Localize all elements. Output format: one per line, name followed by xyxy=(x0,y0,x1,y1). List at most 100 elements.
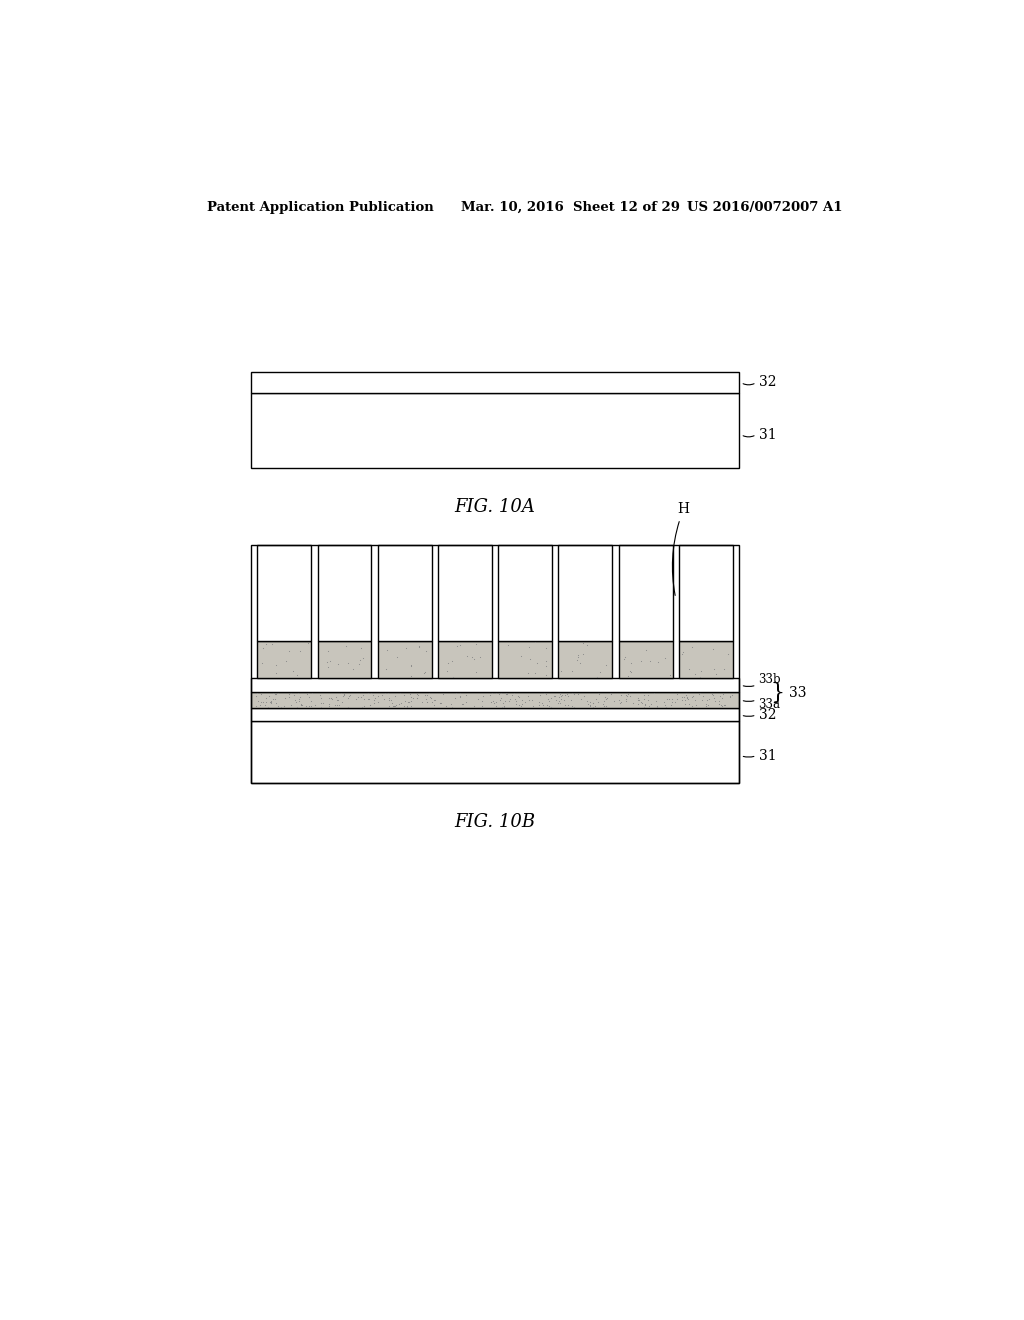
Point xyxy=(419,692,435,713)
Point xyxy=(703,684,720,705)
Point xyxy=(676,686,692,708)
Bar xyxy=(257,545,311,642)
Point xyxy=(513,645,529,667)
Point xyxy=(712,686,728,708)
Point xyxy=(390,694,407,715)
Point xyxy=(722,686,738,708)
Point xyxy=(620,684,636,705)
Point xyxy=(262,690,279,711)
Point xyxy=(553,685,569,706)
Point xyxy=(658,688,675,709)
Point xyxy=(676,689,692,710)
Point xyxy=(630,690,646,711)
Point xyxy=(539,684,555,705)
Point xyxy=(318,651,335,672)
Point xyxy=(630,688,646,709)
Point xyxy=(551,682,567,704)
Bar xyxy=(618,642,673,678)
Point xyxy=(538,655,554,676)
Point xyxy=(443,651,460,672)
Point xyxy=(300,632,316,653)
Point xyxy=(433,692,450,713)
Point xyxy=(657,647,674,668)
Point xyxy=(516,692,532,713)
Point xyxy=(591,684,607,705)
Point xyxy=(324,689,340,710)
Point xyxy=(677,693,693,714)
Point xyxy=(328,686,344,708)
Point xyxy=(684,686,700,708)
Point xyxy=(599,686,615,708)
Point xyxy=(488,696,505,717)
Point xyxy=(402,656,419,677)
Point xyxy=(667,692,683,713)
Point xyxy=(340,688,356,709)
Point xyxy=(267,693,284,714)
Point xyxy=(585,693,601,714)
Point xyxy=(642,651,658,672)
Point xyxy=(340,653,356,675)
Point xyxy=(416,663,432,684)
Bar xyxy=(317,545,372,642)
Point xyxy=(502,689,518,710)
Point xyxy=(500,634,516,655)
Point xyxy=(392,693,409,714)
Point xyxy=(250,690,266,711)
Bar xyxy=(558,545,612,642)
Point xyxy=(713,694,729,715)
Bar xyxy=(378,642,432,678)
Point xyxy=(589,667,605,688)
Point xyxy=(410,685,426,706)
Point xyxy=(493,689,509,710)
Point xyxy=(466,696,482,717)
Point xyxy=(292,686,308,708)
Point xyxy=(697,693,714,714)
Point xyxy=(662,664,678,685)
Point xyxy=(262,692,279,713)
Point xyxy=(426,689,442,710)
Point xyxy=(298,684,314,705)
Bar xyxy=(251,692,739,709)
Point xyxy=(313,688,330,709)
Point xyxy=(281,684,297,705)
Point xyxy=(464,645,480,667)
Bar xyxy=(257,642,311,678)
Bar xyxy=(558,642,612,678)
Point xyxy=(520,636,537,657)
Point xyxy=(557,694,573,715)
Point xyxy=(716,659,732,680)
Point xyxy=(355,696,372,717)
Point xyxy=(560,694,577,715)
Point xyxy=(417,685,433,706)
Point xyxy=(323,688,339,709)
Point xyxy=(664,688,680,709)
Point xyxy=(411,636,427,657)
Point xyxy=(553,660,569,681)
Point xyxy=(711,690,727,711)
Point xyxy=(248,685,264,706)
Point xyxy=(559,685,575,706)
Point xyxy=(267,682,284,704)
Point xyxy=(649,696,666,717)
Point xyxy=(579,635,595,656)
Point xyxy=(684,636,700,657)
Point xyxy=(711,694,727,715)
Point xyxy=(623,661,639,682)
Point xyxy=(496,696,512,717)
Point xyxy=(365,684,381,705)
Point xyxy=(520,685,537,706)
Point xyxy=(466,649,482,671)
Point xyxy=(248,696,264,717)
Point xyxy=(454,694,470,715)
Point xyxy=(621,665,637,686)
Point xyxy=(293,694,309,715)
Point xyxy=(524,689,541,710)
Point xyxy=(334,690,350,711)
Point xyxy=(331,694,347,715)
Point xyxy=(387,685,403,706)
Point xyxy=(531,685,548,706)
Point xyxy=(387,694,403,715)
Point xyxy=(438,696,455,717)
Point xyxy=(380,682,396,704)
Point xyxy=(418,640,434,661)
